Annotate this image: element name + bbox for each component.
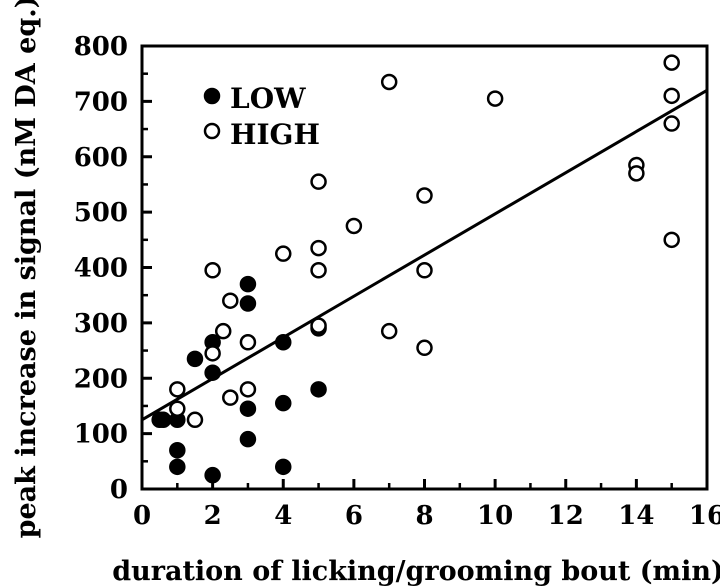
point-high bbox=[486, 90, 504, 107]
legend: LOW HIGH bbox=[203, 82, 320, 151]
point-low bbox=[310, 381, 327, 398]
point-high bbox=[204, 262, 221, 279]
y-tick-label: 600 bbox=[74, 143, 128, 173]
point-low bbox=[239, 295, 257, 312]
x-tick-label: 2 bbox=[204, 501, 222, 531]
data-points bbox=[151, 54, 680, 484]
point-high bbox=[663, 115, 680, 132]
point-high bbox=[310, 239, 327, 257]
point-high bbox=[416, 339, 433, 357]
point-low bbox=[275, 394, 292, 412]
y-tick-label: 800 bbox=[74, 32, 128, 62]
point-high bbox=[628, 165, 645, 182]
point-low bbox=[239, 275, 257, 293]
point-high bbox=[416, 262, 433, 279]
point-low bbox=[186, 350, 204, 368]
point-high bbox=[663, 54, 680, 71]
y-axis-title: peak increase in signal (nM DA eq.) bbox=[11, 0, 42, 538]
point-high bbox=[169, 381, 186, 398]
point-low bbox=[154, 411, 172, 429]
y-tick-label: 400 bbox=[74, 254, 128, 284]
point-high bbox=[380, 322, 398, 340]
point-high bbox=[310, 173, 327, 190]
x-tick-label: 14 bbox=[618, 501, 654, 531]
point-high bbox=[663, 87, 680, 105]
regression-line bbox=[141, 89, 708, 422]
point-high bbox=[222, 389, 239, 406]
y-tick-label: 500 bbox=[74, 198, 128, 228]
point-low bbox=[169, 441, 186, 459]
x-tick-label: 8 bbox=[415, 501, 433, 531]
point-low bbox=[204, 364, 221, 381]
point-high bbox=[310, 317, 327, 334]
legend-label-high: HIGH bbox=[230, 118, 320, 151]
point-high bbox=[222, 292, 239, 309]
x-tick-label: 12 bbox=[548, 501, 584, 531]
y-tick-label: 200 bbox=[74, 364, 128, 394]
y-tick-label: 700 bbox=[74, 87, 128, 117]
point-low bbox=[204, 466, 221, 484]
x-tick-label: 16 bbox=[689, 501, 720, 531]
y-tick-label: 0 bbox=[110, 475, 128, 505]
point-high bbox=[380, 73, 398, 91]
point-low bbox=[275, 334, 292, 351]
point-low bbox=[239, 430, 257, 448]
point-low bbox=[239, 400, 257, 417]
point-high bbox=[275, 245, 292, 262]
point-low bbox=[169, 458, 186, 476]
y-tick-label: 300 bbox=[74, 309, 128, 339]
x-axis-title: duration of licking/grooming bout (min) bbox=[112, 556, 720, 587]
point-high bbox=[186, 411, 204, 429]
point-high bbox=[663, 231, 680, 249]
point-high bbox=[214, 322, 232, 340]
axis-ticks bbox=[140, 44, 709, 491]
legend-label-low: LOW bbox=[230, 82, 306, 115]
x-tick-label: 0 bbox=[133, 501, 151, 531]
point-high bbox=[239, 334, 257, 351]
x-tick-label: 4 bbox=[274, 501, 292, 531]
legend-marker-low bbox=[203, 87, 221, 105]
point-high bbox=[310, 262, 327, 279]
legend-marker-high bbox=[203, 122, 221, 140]
point-high bbox=[239, 381, 257, 398]
y-tick-label: 100 bbox=[74, 420, 128, 450]
point-high bbox=[416, 187, 433, 204]
point-high bbox=[169, 400, 186, 417]
axis-tick-labels: 0 2 4 6 8 10 12 14 16 0 100 200 300 400 500 600 700 800 bbox=[74, 32, 720, 531]
x-tick-label: 6 bbox=[345, 501, 363, 531]
point-high bbox=[204, 345, 221, 362]
x-tick-label: 10 bbox=[477, 501, 513, 531]
point-high bbox=[345, 217, 363, 235]
point-low bbox=[275, 458, 292, 476]
